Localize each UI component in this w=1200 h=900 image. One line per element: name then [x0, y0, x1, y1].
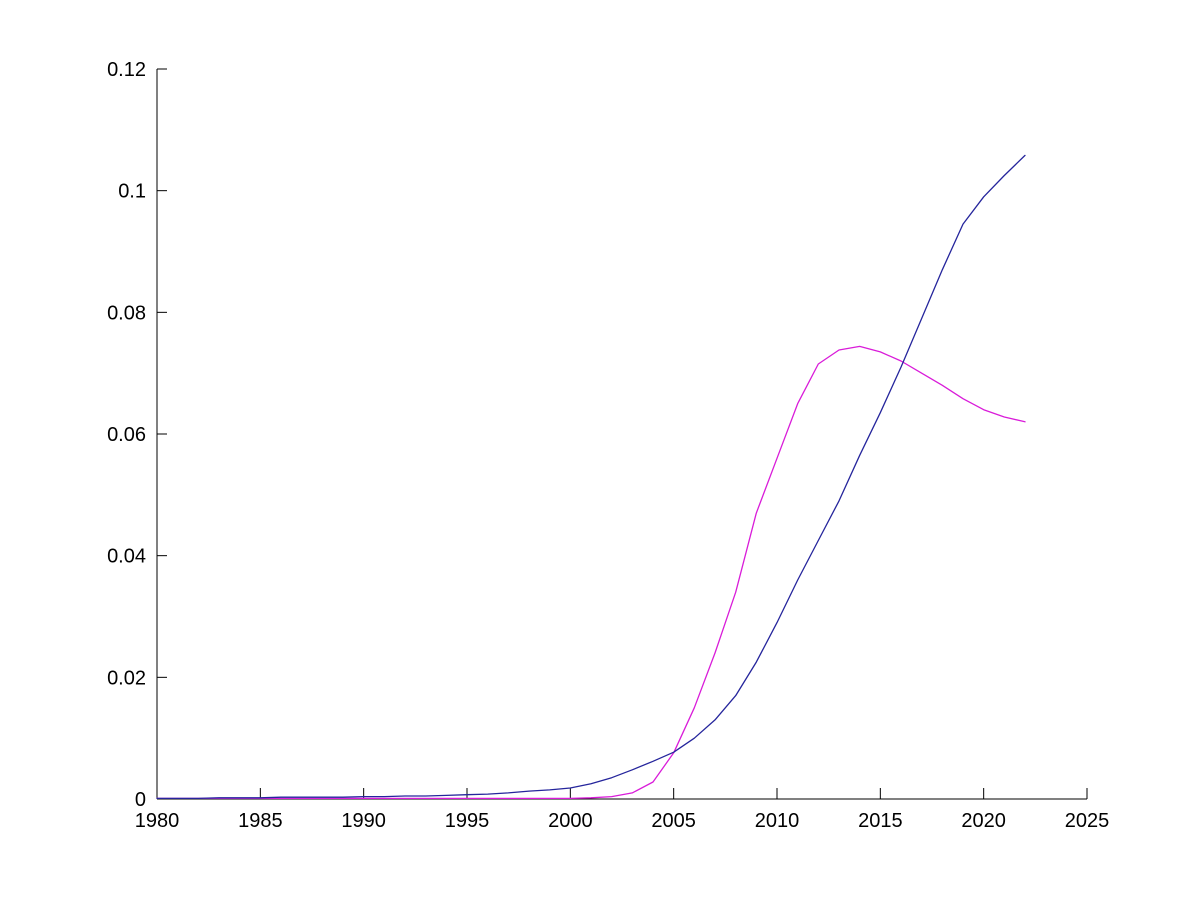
y-tick-label: 0.12: [107, 59, 146, 81]
dark-blue-line: [156, 154, 1026, 800]
data-series: [156, 154, 1026, 800]
magenta-line: [156, 345, 1026, 800]
y-tick-label: 0.1: [118, 181, 146, 203]
x-tick-label: 2020: [961, 810, 1006, 832]
x-tick-label: 2005: [651, 810, 696, 832]
y-tick-label: 0.02: [107, 667, 146, 689]
y-tick-label: 0.06: [107, 424, 146, 446]
x-tick-label: 2025: [1065, 810, 1110, 832]
axis-ticks: [156, 68, 1088, 800]
axis-tick-labels: 0 0.02 0.04 0.06 0.08 0.1 0.12 1980 1985 1990 1995…: [107, 59, 1109, 832]
x-tick-label: 1990: [341, 810, 386, 832]
x-tick-label: 2000: [548, 810, 593, 832]
axes: [156, 69, 1087, 800]
y-tick-label: 0: [135, 789, 146, 811]
x-tick-label: 2010: [755, 810, 800, 832]
x-tick-label: 1985: [238, 810, 283, 832]
x-tick-label: 2015: [858, 810, 903, 832]
y-tick-label: 0.04: [107, 546, 146, 568]
x-tick-label: 1980: [135, 810, 180, 832]
y-tick-label: 0.08: [107, 302, 146, 324]
x-tick-label: 1995: [445, 810, 490, 832]
